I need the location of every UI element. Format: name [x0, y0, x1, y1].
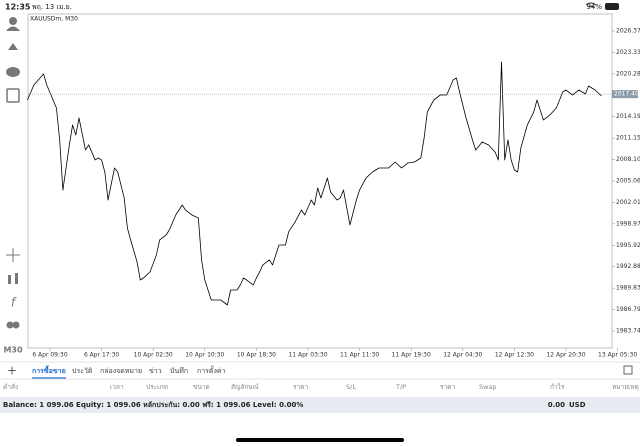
account-icon[interactable] [9, 17, 17, 25]
indicator-icon-b [15, 273, 18, 284]
function-icon[interactable]: f [11, 296, 17, 310]
y-tick-label: 1998.970 [616, 220, 640, 227]
current-price-box [612, 90, 638, 99]
layout-icon[interactable] [623, 365, 633, 375]
column-header: ราคา [440, 383, 455, 391]
column-header: Swap [479, 383, 497, 391]
column-header: กำไร [550, 383, 565, 391]
new-chart-icon[interactable] [6, 88, 20, 103]
add-order-button[interactable]: + [7, 364, 17, 378]
symbol-label: XAUUSDm, M30 [30, 16, 78, 23]
column-header: หมายเหตุ [612, 383, 639, 391]
y-tick-label: 2020.285 [616, 70, 640, 77]
column-header: T/P [395, 383, 406, 391]
y-tick-label: 1995.925 [616, 242, 640, 249]
x-tick-label: 10 Apr 18:30 [237, 352, 276, 359]
chart: 2026.375 2023.330 2020.285 2014.195 2011.150… [27, 27, 640, 359]
tab[interactable]: ประวัติ [72, 367, 93, 375]
objects-icon-b [12, 321, 20, 329]
home-indicator [236, 438, 404, 442]
balance-profit: 0.00 [548, 401, 565, 409]
tab[interactable]: กล่องจดหมาย [100, 367, 142, 375]
account-icon-body [6, 26, 20, 31]
indicator-icon[interactable] [8, 275, 11, 284]
trade-icon[interactable] [8, 43, 18, 50]
y-tick-label: 2008.105 [616, 156, 640, 163]
column-header: สัญลักษณ์ [231, 383, 259, 391]
price-line [27, 61, 602, 306]
x-tick-label: 11 Apr 11:30 [340, 352, 379, 359]
chat-icon[interactable] [6, 67, 20, 77]
y-tick-label: 2002.015 [616, 199, 640, 206]
x-tick-label: 11 Apr 03:30 [288, 352, 327, 359]
left-toolbar: f [6, 17, 20, 329]
x-tick-label: 6 Apr 09:30 [32, 352, 67, 359]
current-price-label: 2017.404 [614, 91, 640, 98]
y-tick-label: 2026.375 [616, 27, 640, 34]
tabs: การซื้อขาย ประวัติ กล่องจดหมาย ข่าว บันทึก กา… [32, 364, 226, 379]
wifi-icon [585, 2, 597, 8]
tab[interactable]: การซื้อขาย [32, 364, 66, 375]
tab[interactable]: ข่าว [149, 367, 162, 375]
x-tick-label: 12 Apr 12:30 [495, 352, 534, 359]
y-tick-label: 2014.195 [616, 113, 640, 120]
x-tick-label: 6 Apr 17:30 [84, 352, 119, 359]
x-tick-label: 10 Apr 10:30 [185, 352, 224, 359]
x-tick-label: 12 Apr 04:30 [443, 352, 482, 359]
crosshair-icon[interactable] [6, 248, 20, 262]
y-tick-label: 2005.060 [616, 178, 640, 185]
x-tick-label: 10 Apr 02:30 [134, 352, 173, 359]
status-time: 12:35 [5, 3, 31, 12]
column-header: ประเภท [146, 383, 168, 391]
column-header: เวลา [110, 383, 124, 391]
status-date: พฤ. 13 เม.ย. [32, 3, 72, 11]
battery-icon [605, 3, 619, 10]
column-header: ขนาด [193, 383, 210, 391]
x-tick-label: 12 Apr 20:30 [546, 352, 585, 359]
table-headers: คำสั่ง เวลา ประเภท ขนาด สัญลักษณ์ ราคา S/L T/P ร… [3, 382, 639, 391]
y-tick-label: 1992.880 [616, 263, 640, 270]
status-battery: 94% [586, 3, 602, 11]
timeframe-button[interactable]: M30 [3, 346, 23, 355]
y-tick-label: 2011.150 [616, 135, 640, 142]
x-tick-label: 13 Apr 05:30 [598, 352, 637, 359]
objects-icon[interactable] [6, 321, 14, 329]
column-header: คำสั่ง [3, 382, 18, 391]
y-tick-label: 1986.790 [616, 306, 640, 313]
y-tick-label: 1983.745 [616, 328, 640, 335]
y-tick-label: 2023.330 [616, 49, 640, 56]
balance-row [0, 397, 640, 413]
column-header: ราคา [293, 383, 308, 391]
x-tick-label: 11 Apr 19:30 [392, 352, 431, 359]
tab[interactable]: การตั้งค่า [197, 364, 226, 375]
y-tick-label: 1989.835 [616, 285, 640, 292]
balance-text: Balance: 1 099.06 Equity: 1 099.06 หลักป… [3, 401, 303, 409]
balance-currency: USD [569, 401, 586, 409]
column-header: S/L [346, 383, 356, 391]
tab[interactable]: บันทึก [170, 366, 188, 375]
